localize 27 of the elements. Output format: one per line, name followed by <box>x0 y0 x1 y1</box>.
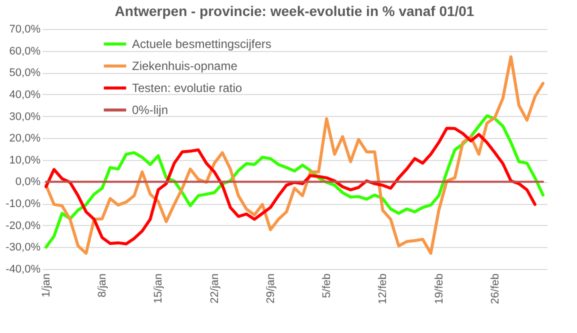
line-series <box>44 55 544 255</box>
y-tick-label: 10,0% <box>9 154 41 166</box>
y-tick-label: 0,0% <box>15 176 41 188</box>
legend-label: 0%-lijn <box>132 103 168 117</box>
x-tick-label: 22/jan <box>208 274 221 304</box>
x-tick-label: 5/feb <box>321 274 334 298</box>
legend-label: Actuele besmettingscijfers <box>132 37 272 51</box>
legend-label: Ziekenhuis-opname <box>132 59 238 73</box>
x-tick-label: 8/jan <box>96 274 109 298</box>
chart-title: Antwerpen - provincie: week-evolutie in % vanaf 01/01 <box>114 3 474 19</box>
x-tick-label: 26/feb <box>489 274 502 304</box>
x-tick-label: 19/feb <box>433 274 446 304</box>
y-tick-label: 20,0% <box>9 132 41 145</box>
y-tick-label: -40,0% <box>6 264 41 276</box>
y-tick-label: -10,0% <box>6 198 41 210</box>
y-tick-label: 30,0% <box>9 110 41 123</box>
y-tick-label: 40,0% <box>9 88 41 101</box>
x-tick-label: 12/feb <box>377 274 390 304</box>
y-tick-label: -30,0% <box>6 242 41 254</box>
y-tick-label: 50,0% <box>9 67 41 80</box>
x-tick-label: 29/jan <box>264 274 277 304</box>
y-tick-label: 70,0% <box>9 24 41 36</box>
x-tick-label: 1/jan <box>40 274 53 298</box>
y-tick-label: -20,0% <box>6 220 41 232</box>
y-tick-label: 60,0% <box>9 45 41 58</box>
legend-label: Testen: evolutie ratio <box>132 81 242 95</box>
x-tick-label: 15/jan <box>152 274 165 304</box>
